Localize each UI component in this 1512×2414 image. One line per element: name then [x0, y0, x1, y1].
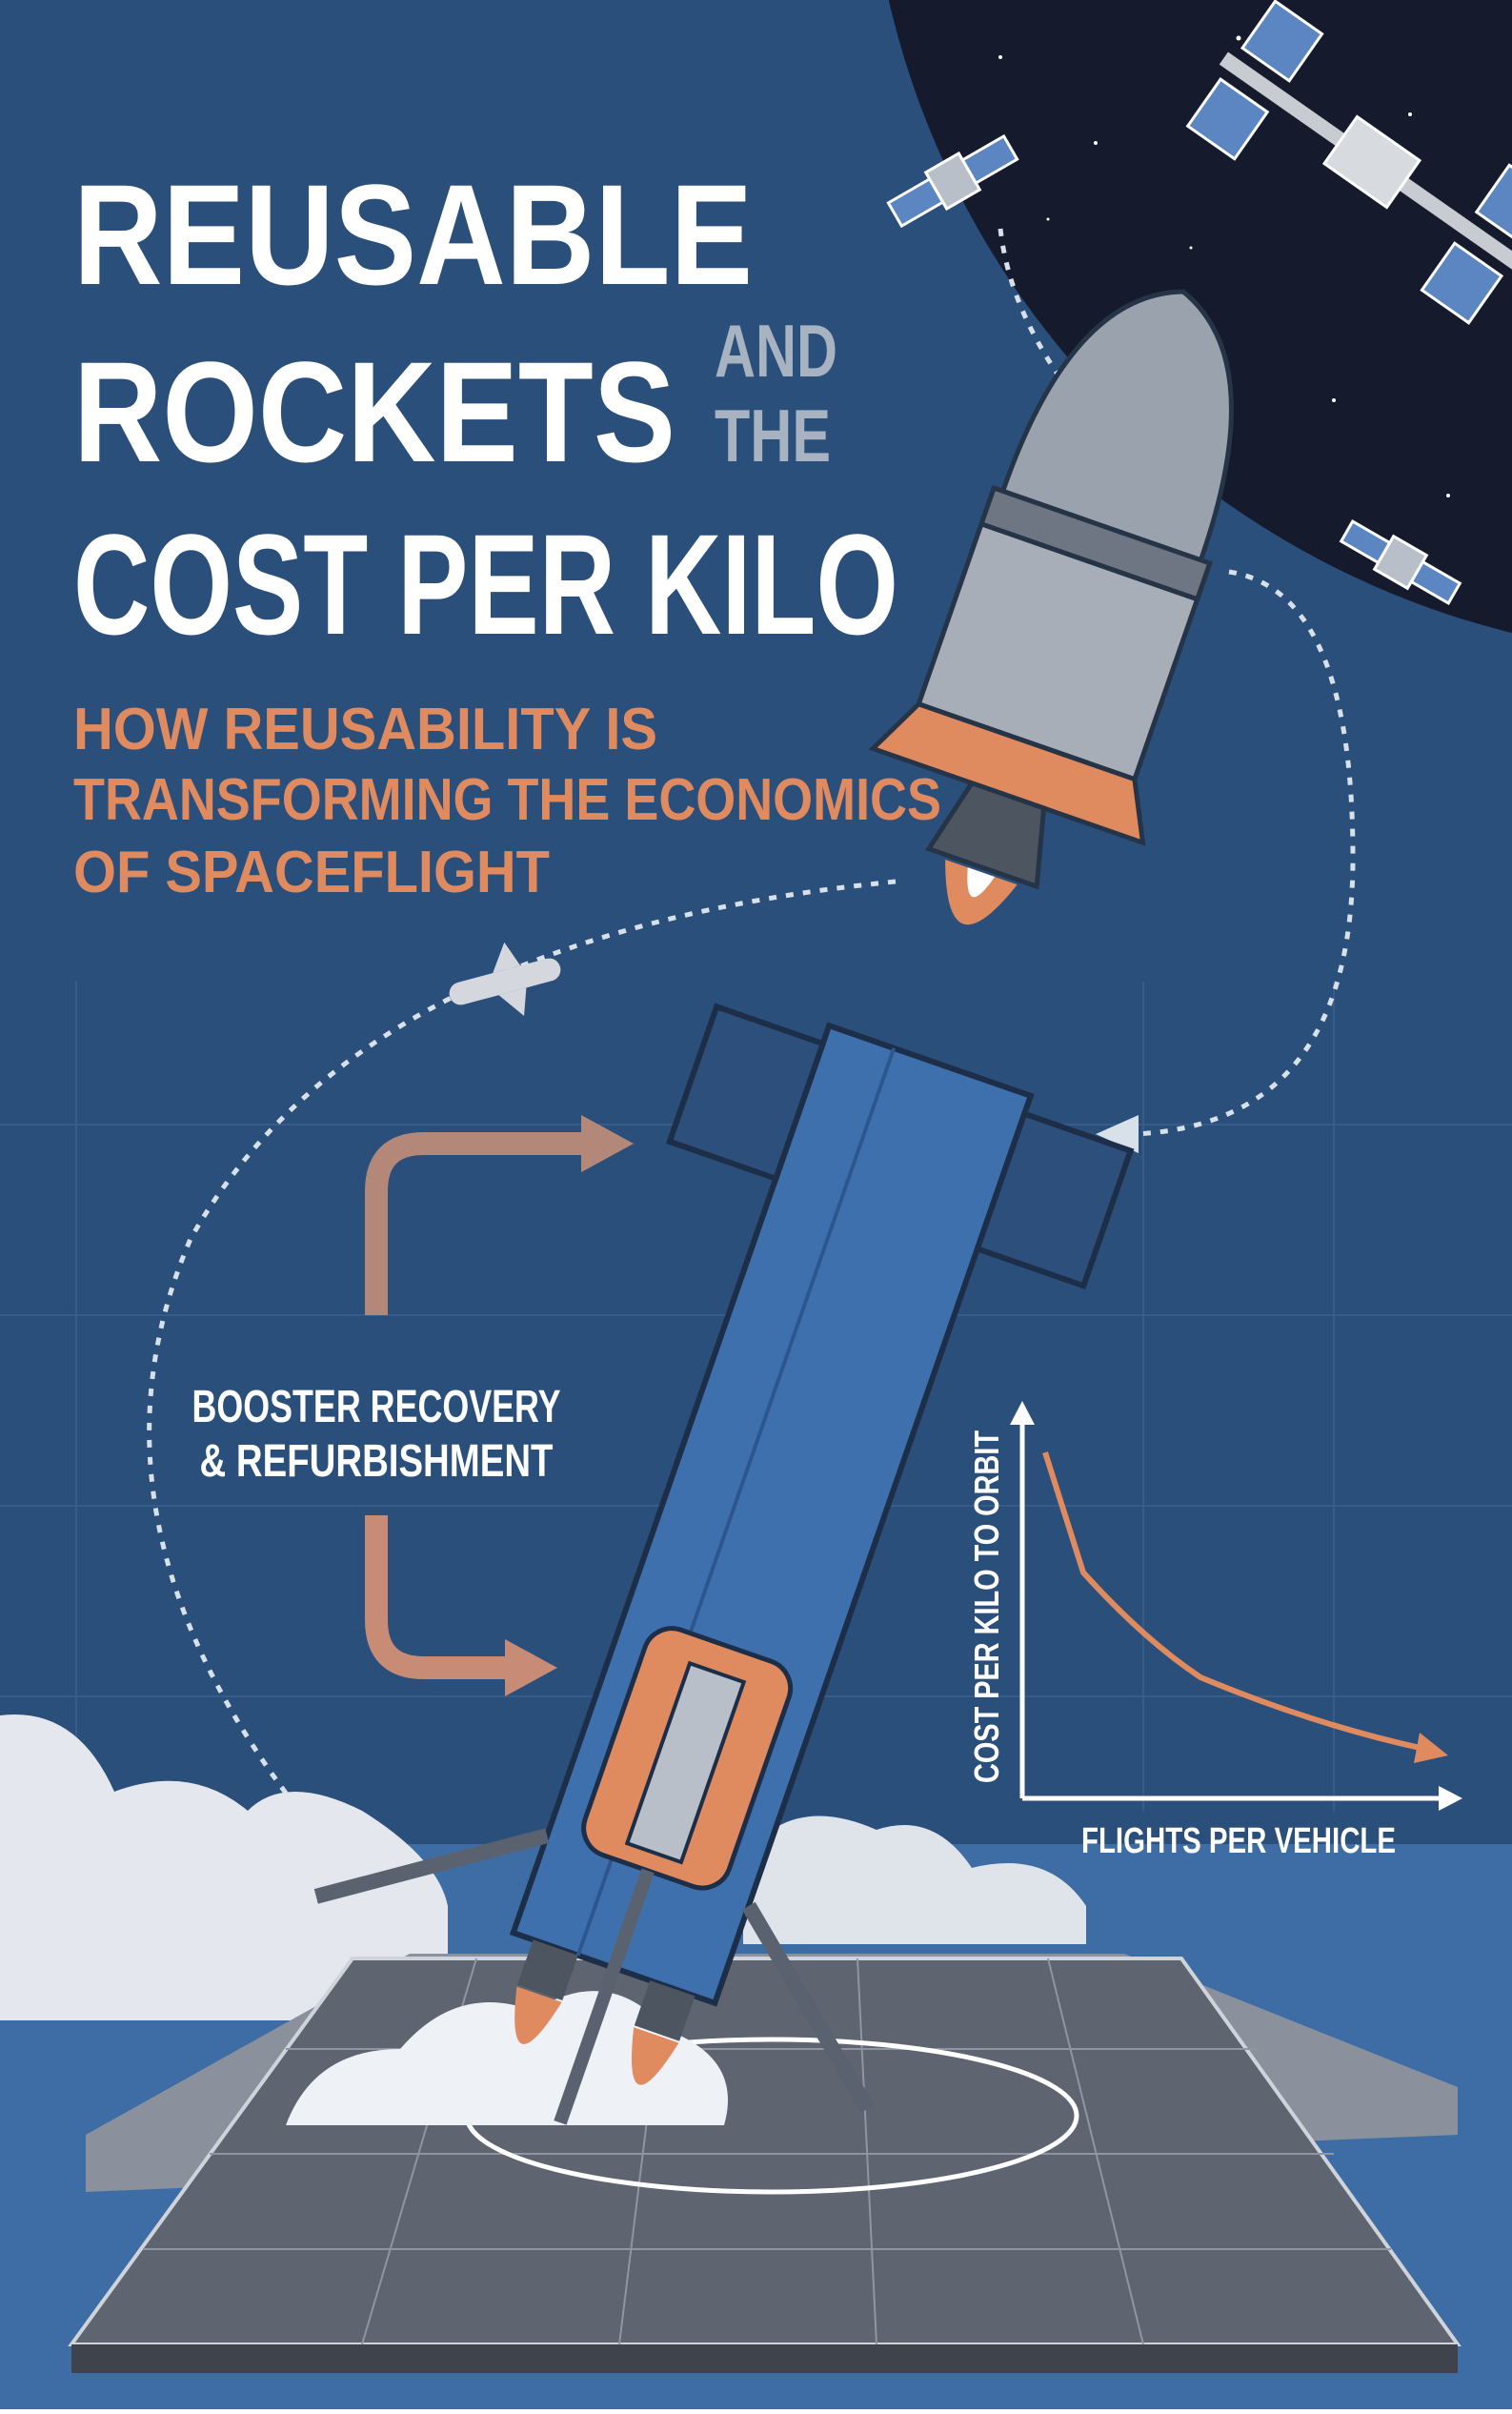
y-axis-label: COST PER KILO TO ORBIT [967, 1430, 1006, 1783]
trend-curve [1042, 1451, 1425, 1752]
satellite [886, 133, 1019, 229]
booster [313, 1003, 1135, 2125]
arrowhead [1010, 1401, 1035, 1425]
cycle-arrow [365, 1515, 514, 1679]
subtitle-line: OF SPACEFLIGHT [73, 840, 550, 905]
inset-chart: COST PER KILO TO ORBIT FLIGHTS PER VEHIC… [967, 1401, 1462, 1861]
trajectory [147, 879, 897, 1832]
subtitle-line: HOW REUSABILITY IS [73, 697, 657, 762]
trajectory [998, 228, 1079, 402]
drone [449, 942, 561, 1017]
x-axis-label: FLIGHTS PER VEHICLE [1081, 1821, 1396, 1861]
cycle-label: & REFURBISHMENT [200, 1436, 554, 1487]
arrowhead [1096, 1115, 1139, 1153]
arrowhead [1414, 1733, 1448, 1763]
landing-pad-edge [71, 2344, 1458, 2373]
title-line: ROCKETS [73, 332, 675, 492]
title-aside: AND [715, 309, 837, 393]
cycle-label: BOOSTER RECOVERY [192, 1382, 561, 1432]
pad-grid [143, 1958, 1391, 2345]
subtitle-line: TRANSFORMING THE ECONOMICS [73, 767, 941, 833]
trajectory [1133, 569, 1356, 1137]
title-line: COST PER KILO [73, 504, 898, 664]
cloud [0, 1714, 448, 2020]
arrowhead [505, 1639, 557, 1696]
arrowhead [581, 1115, 634, 1172]
upper-stage [868, 289, 1234, 925]
title-line: REUSABLE [73, 154, 753, 314]
arrowhead [1439, 1786, 1462, 1811]
cloud [743, 1816, 1086, 1944]
space-station [1185, 0, 1512, 325]
title-aside: THE [715, 394, 831, 477]
exhaust-cloud [286, 1991, 728, 2125]
satellite [1339, 519, 1462, 605]
cycle-arrow [365, 1132, 591, 1315]
